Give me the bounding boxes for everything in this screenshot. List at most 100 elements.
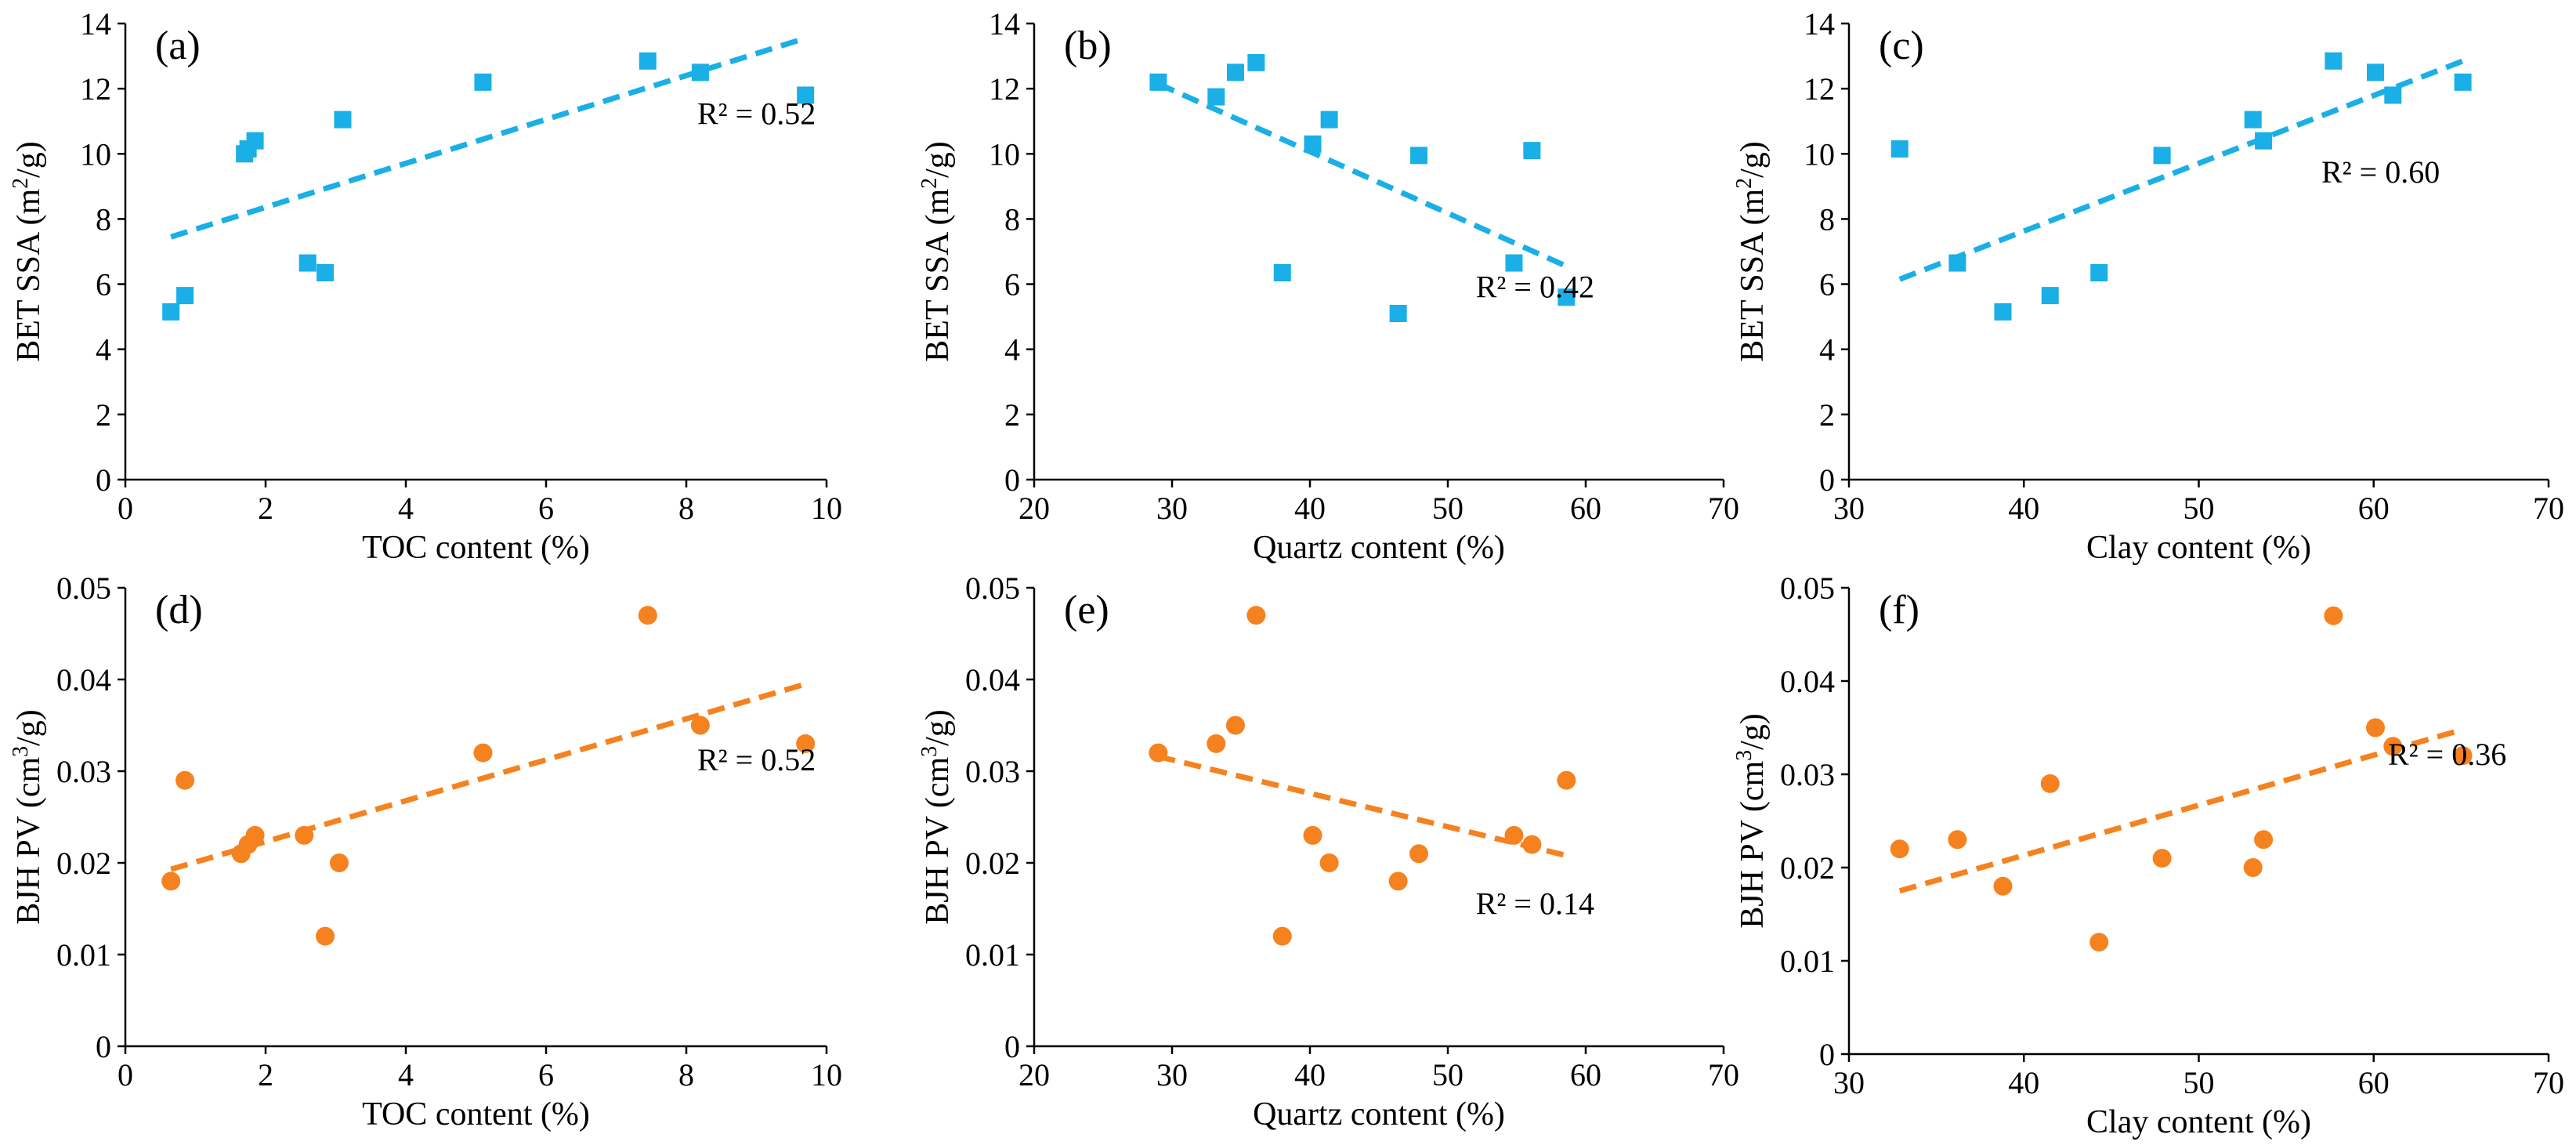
panel-label: (d) (155, 588, 203, 632)
x-tick-label: 2 (258, 1057, 273, 1092)
data-point (796, 734, 816, 753)
chart-panel-d: 0 2 4 6 8 10 0 0.01 0.02 0.03 0.04 0.05 TOC content … (9, 571, 843, 1132)
data-point (1389, 304, 1407, 322)
x-tick-label: 4 (398, 491, 414, 526)
data-point (1304, 135, 1322, 153)
x-tick-label: 70 (1708, 1057, 1739, 1092)
data-point (2366, 63, 2384, 82)
y-tick-label: 0 (96, 462, 111, 498)
x-tick-label: 0 (118, 491, 133, 526)
x-tick-label: 10 (811, 1057, 842, 1092)
y-tick-label: 14 (989, 6, 1020, 42)
x-tick-label: 4 (398, 1057, 414, 1092)
data-point (2324, 606, 2343, 625)
data-point (690, 716, 710, 735)
panel-label: (b) (1064, 24, 1112, 68)
y-tick-label: 0.02 (1780, 850, 1835, 886)
y-tick-label: 8 (1004, 201, 1020, 237)
data-point (1557, 770, 1576, 790)
y-tick-label: 0.02 (965, 846, 1020, 881)
data-point (1247, 53, 1265, 71)
x-axis-label: TOC content (%) (362, 530, 590, 566)
trendline (170, 681, 807, 872)
y-tick-label: 8 (1819, 201, 1835, 237)
x-axis-label: TOC content (%) (362, 1096, 590, 1132)
x-tick-label: 70 (1708, 491, 1739, 526)
data-point (2325, 52, 2343, 70)
y-tick-label: 4 (96, 332, 111, 368)
y-tick-label: 0 (1004, 1029, 1020, 1064)
data-point (473, 743, 493, 763)
data-point (2454, 73, 2472, 91)
chart-panel-a: 0 2 4 6 8 10 0 2 4 6 8 10 12 14 TOC content (%) BET SSA… (9, 6, 843, 566)
data-point (2089, 933, 2109, 952)
data-point (1319, 853, 1339, 872)
x-tick-label: 30 (1833, 491, 1865, 526)
data-point (2041, 287, 2059, 305)
data-point (1993, 876, 2013, 896)
y-tick-label: 12 (1804, 71, 1835, 107)
panel-label: (a) (155, 24, 201, 68)
x-tick-label: 0 (118, 1057, 133, 1092)
data-point (2254, 830, 2274, 850)
y-tick-label: 12 (989, 71, 1020, 107)
data-point (1409, 844, 1429, 864)
r-squared-label: R² = 0.52 (697, 742, 816, 777)
x-tick-label: 60 (1570, 491, 1601, 526)
data-point (1504, 825, 1524, 845)
y-tick-label: 0.03 (56, 754, 111, 789)
y-tick-label: 4 (1004, 332, 1020, 368)
y-axis-label: BET SSA (m2/g) (1732, 141, 1771, 362)
panels-group: 0 2 4 6 8 10 0 2 4 6 8 10 12 14 TOC content (%) BET SSA… (9, 6, 2565, 1140)
data-point (2384, 86, 2402, 104)
trendline (1898, 58, 2464, 282)
data-point (1246, 606, 1266, 625)
x-tick-label: 10 (811, 491, 842, 526)
x-tick-label: 60 (2358, 491, 2390, 526)
x-tick-label: 6 (538, 1057, 554, 1092)
y-tick-label: 0.05 (965, 571, 1020, 606)
y-tick-label: 10 (80, 136, 111, 172)
data-point (2453, 746, 2473, 766)
data-point (2243, 858, 2263, 877)
y-tick-label: 4 (1819, 332, 1835, 368)
data-point (1948, 254, 1966, 272)
y-tick-label: 10 (1804, 136, 1835, 172)
y-tick-label: 0 (96, 1029, 111, 1064)
chart-panel-f: 30 40 50 60 70 0 0.01 0.02 0.03 0.04 0.05 Clay cont… (1732, 571, 2565, 1140)
r-squared-label: R² = 0.60 (2321, 154, 2440, 190)
x-tick-label: 8 (678, 491, 694, 526)
x-tick-label: 70 (2533, 1065, 2564, 1100)
data-point (2383, 737, 2403, 756)
y-tick-label: 0.02 (56, 846, 111, 881)
y-tick-label: 8 (96, 201, 111, 237)
data-point (1320, 111, 1338, 129)
data-point (1388, 871, 1408, 891)
panel-label: (f) (1879, 588, 1919, 632)
trendline (1898, 726, 2464, 894)
trendline (170, 35, 807, 240)
data-point (176, 287, 194, 305)
data-point (246, 132, 264, 150)
data-point (1558, 288, 1576, 306)
x-tick-label: 40 (2008, 491, 2039, 526)
data-point (1994, 303, 2012, 321)
y-tick-label: 6 (1004, 267, 1020, 303)
trendline (1156, 81, 1568, 269)
data-point (639, 52, 657, 70)
x-tick-label: 30 (1833, 1065, 1865, 1100)
data-point (1948, 830, 1967, 850)
data-point (161, 871, 181, 891)
chart-panel-e: 20 30 40 50 60 70 0 0.01 0.02 0.03 0.04 0.05 Quartz … (917, 571, 1740, 1132)
x-axis-label: Quartz content (%) (1253, 530, 1505, 566)
data-point (1522, 835, 1542, 854)
data-point (1505, 254, 1523, 272)
x-tick-label: 40 (1294, 1057, 1326, 1092)
y-tick-label: 2 (1819, 397, 1835, 433)
data-point (2255, 132, 2273, 150)
chart-panel-c: 30 40 50 60 70 0 2 4 6 8 10 12 14 Clay content (%) BET… (1732, 6, 2565, 566)
data-point (2152, 849, 2172, 868)
data-point (317, 264, 335, 282)
y-axis-label: BJH PV (cm3/g) (9, 709, 48, 925)
